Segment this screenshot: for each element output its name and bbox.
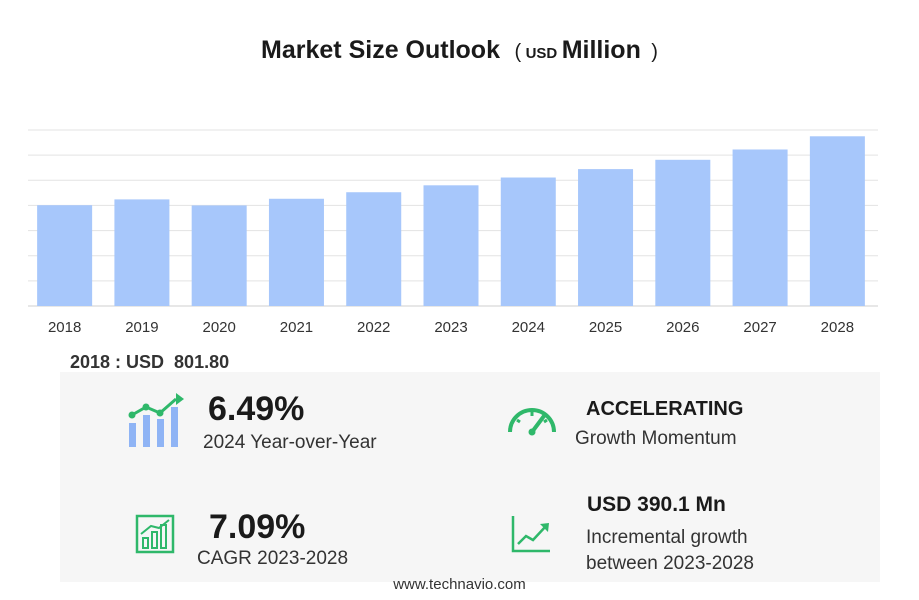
bar-chart-icon [135,514,175,554]
chart-title-main: Market Size Outlook [261,36,500,64]
bar-2028 [809,136,865,306]
bar-growth-icon [128,393,184,447]
kpi-incremental-value: USD 390.1 Mn [587,493,726,516]
x-tick-label-2026: 2026 [666,319,699,336]
x-tick-label-2022: 2022 [357,319,390,336]
chart-title: Market Size Outlook ( USD Million ) [0,36,919,65]
x-tick-label-2024: 2024 [512,319,545,336]
x-tick-label-2023: 2023 [434,319,467,336]
bar-2022 [346,192,402,306]
bar-2020 [191,205,247,306]
bar-2025 [578,169,634,306]
kpi-cagr-value: 7.09% [209,508,306,546]
x-tick-label-2027: 2027 [743,319,776,336]
kpi-yoy-value: 6.49% [208,390,305,428]
title-unit: Million [561,36,641,64]
title-open-paren: ( [514,41,522,63]
base-year-value: 2018 : USD 801.80 [70,352,230,372]
x-tick-label-2020: 2020 [202,319,235,336]
kpi-incremental-label-1: Incremental growth [586,527,748,548]
x-tick-label-2021: 2021 [280,319,313,336]
bar-chart: 2018 2019 2020 2021 2022 2023 2024 2025 2026 2027… [28,129,878,336]
bar-2026 [655,159,711,306]
kpi-momentum-value: ACCELERATING [586,398,744,420]
kpi-yoy-label: 2024 Year-over-Year [203,432,377,453]
bar-2021 [268,198,324,306]
bar-2023 [423,185,479,306]
x-tick-label-2018: 2018 [48,319,81,336]
x-tick-label-2019: 2019 [125,319,158,336]
bars [37,136,865,306]
kpi-cagr-label: CAGR 2023-2028 [197,548,349,569]
title-currency: USD [525,45,558,62]
bar-2019 [114,199,170,306]
x-tick-label-2028: 2028 [821,319,854,336]
bar-2027 [732,149,788,306]
x-tick-label-2025: 2025 [589,319,622,336]
title-close-paren: ) [651,41,658,63]
bar-2018 [37,205,93,306]
x-tick-labels: 2018 2019 2020 2021 2022 2023 2024 2025 2026 2027… [48,319,854,336]
bar-2024 [500,177,556,306]
source-footer: www.technavio.com [393,576,526,593]
kpi-momentum-label: Growth Momentum [575,428,737,449]
speedometer-icon [508,408,556,436]
trend-line-icon [511,516,550,553]
kpi-panel [60,372,880,582]
kpi-incremental-label-2: between 2023-2028 [586,553,754,574]
